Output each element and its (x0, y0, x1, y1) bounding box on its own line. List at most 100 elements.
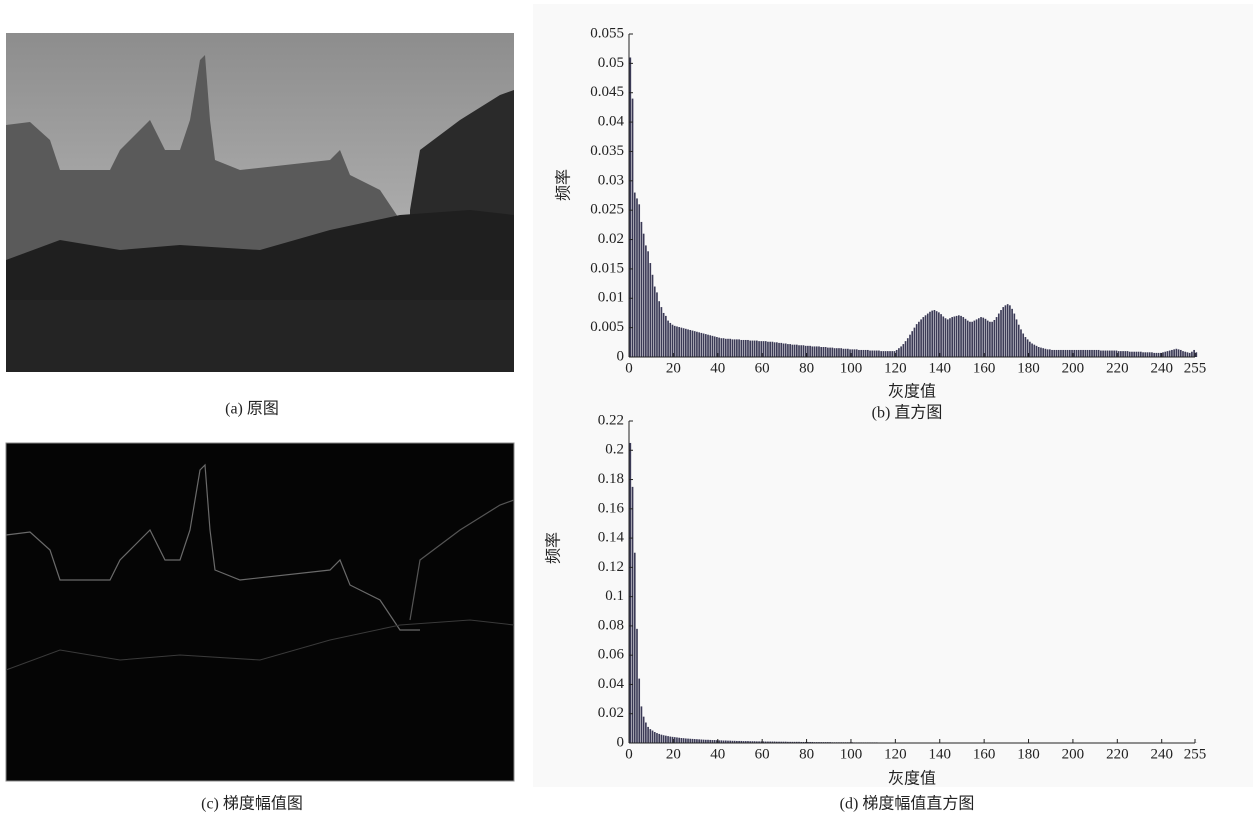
bar (1077, 349, 1080, 357)
bar (662, 735, 665, 743)
bar (889, 351, 891, 357)
bar (1026, 339, 1029, 357)
bar (787, 344, 789, 357)
bar (680, 327, 683, 357)
x-tick-label: 160 (973, 360, 996, 376)
y-tick-label: 0.06 (598, 647, 625, 663)
bar (993, 320, 996, 357)
bar (995, 317, 998, 357)
bar (858, 349, 860, 357)
bar (744, 741, 747, 743)
y-tick-label: 0.16 (598, 500, 625, 516)
bar (747, 339, 749, 357)
bar (733, 339, 736, 357)
bar (702, 739, 705, 743)
bar (1164, 351, 1167, 357)
bar (1115, 350, 1118, 357)
x-tick-label: 40 (710, 360, 725, 376)
bar (811, 741, 814, 743)
bar (909, 334, 911, 357)
bar (1082, 349, 1084, 357)
bar (740, 740, 743, 743)
bar (649, 263, 652, 357)
bar (904, 341, 907, 357)
bar (1093, 349, 1096, 357)
bar (684, 328, 687, 357)
bar (767, 741, 769, 743)
bar (682, 328, 685, 357)
chart-background (533, 4, 1253, 787)
bar (673, 325, 676, 357)
bar (918, 321, 920, 357)
bar (809, 345, 811, 357)
bar (1088, 349, 1091, 357)
bar (720, 740, 723, 743)
bar (982, 317, 985, 357)
bar (1080, 349, 1082, 357)
bar (647, 251, 649, 357)
x-axis-label: 灰度值 (888, 770, 936, 788)
x-tick-label: 20 (666, 746, 681, 762)
bar (1124, 351, 1127, 357)
bar (671, 324, 674, 357)
bar (1062, 349, 1064, 357)
bar (800, 345, 803, 357)
y-tick-label: 0.12 (598, 559, 624, 575)
bar (798, 741, 800, 743)
bar (736, 740, 738, 743)
bar (729, 740, 732, 743)
bar (791, 741, 794, 743)
bar (749, 340, 752, 357)
bar (740, 339, 743, 357)
bar (793, 344, 796, 357)
bar (1157, 352, 1160, 357)
y-tick-label: 0.015 (590, 260, 624, 276)
bar (1151, 352, 1153, 357)
bar (645, 722, 647, 743)
y-tick-label: 0.035 (590, 143, 624, 159)
bar (862, 349, 865, 357)
bar (693, 331, 696, 357)
bar (966, 320, 969, 357)
bar (696, 331, 698, 357)
bar (860, 349, 863, 357)
x-tick-label: 180 (1017, 360, 1040, 376)
bar (1024, 337, 1027, 357)
bar (893, 351, 896, 357)
y-tick-label: 0.04 (598, 676, 625, 692)
bar (835, 348, 838, 357)
bar (711, 335, 714, 357)
bar (840, 348, 843, 357)
bar (629, 57, 632, 358)
bar (716, 740, 718, 743)
bar (1040, 347, 1042, 357)
bar (700, 332, 703, 357)
bar (729, 338, 732, 357)
bar (724, 740, 727, 743)
y-tick-label: 0.03 (598, 172, 624, 188)
bar (789, 344, 791, 357)
bar (1042, 348, 1045, 357)
bar (782, 343, 785, 357)
x-tick-label: 100 (840, 360, 863, 376)
bar (713, 336, 716, 357)
bar (760, 741, 763, 743)
x-tick-label: 140 (928, 746, 951, 762)
bar (665, 315, 667, 357)
bar (884, 351, 887, 357)
bar (804, 345, 807, 357)
bar (1011, 308, 1013, 357)
bar (1140, 351, 1142, 357)
bar (980, 317, 982, 357)
bar (773, 342, 776, 357)
bar (1104, 350, 1107, 357)
gradient-photo (5, 442, 515, 782)
y-tick-label: 0.055 (590, 25, 624, 41)
bar (791, 344, 794, 357)
bar (1171, 349, 1173, 357)
bar (1184, 351, 1187, 357)
bar (693, 739, 696, 743)
bar (851, 349, 854, 357)
bar (667, 736, 669, 743)
